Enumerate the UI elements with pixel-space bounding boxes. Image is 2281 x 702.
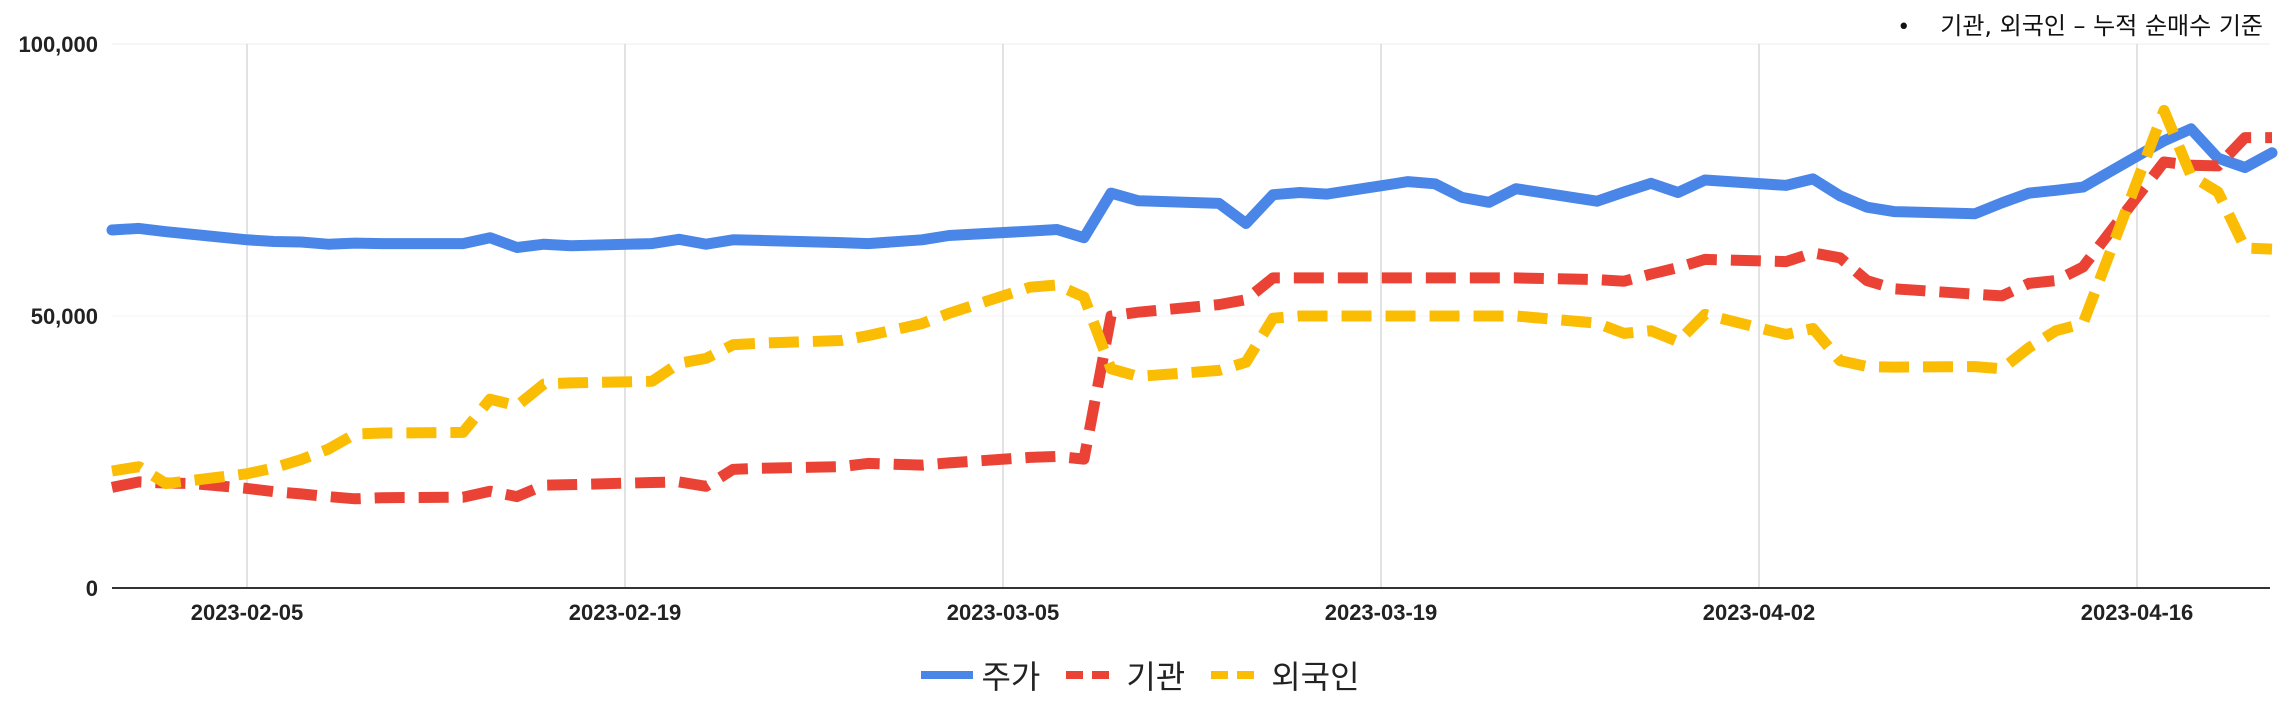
legend-label-institution: 기관 (1126, 658, 1186, 696)
y-axis-ticks: 0 50,000 100,000 (18, 32, 98, 601)
gridlines (112, 43, 2270, 588)
legend-swatch-foreign (1211, 671, 1264, 679)
legend-swatch-institution (1066, 671, 1119, 679)
note-text: 기관, 외국인 – 누적 순매수 기준 (1940, 12, 2263, 40)
x-tick-label: 2023-04-16 (2081, 600, 2194, 625)
y-tick-label: 100,000 (18, 32, 98, 57)
series-line-price (106, 123, 2278, 253)
legend-swatch-price (921, 671, 974, 679)
legend-item-foreign[interactable]: 외국인 (1211, 652, 1360, 698)
y-tick-label: 0 (86, 576, 98, 601)
legend-item-institution[interactable]: 기관 (1066, 652, 1185, 698)
series-lines (106, 104, 2278, 505)
x-tick-label: 2023-02-19 (569, 600, 682, 625)
legend-label-foreign: 외국인 (1271, 658, 1360, 696)
series-line-institution (110, 132, 2272, 505)
legend-item-price[interactable]: 주가 (921, 652, 1040, 698)
y-tick-label: 50,000 (31, 304, 98, 329)
x-axis-ticks: 2023-02-05 2023-02-19 2023-03-05 2023-03-19… (191, 600, 2194, 625)
x-tick-label: 2023-02-05 (191, 600, 304, 625)
chart-note: • 기관, 외국인 – 누적 순매수 기준 (1897, 6, 2263, 41)
chart-legend: 주가 기관 외국인 (0, 652, 2281, 698)
x-tick-label: 2023-03-05 (947, 600, 1060, 625)
legend-label-price: 주가 (981, 658, 1041, 696)
note-bullet: • (1897, 15, 1911, 40)
x-tick-label: 2023-04-02 (1703, 600, 1816, 625)
series-line-foreign (111, 104, 2273, 490)
x-tick-label: 2023-03-19 (1325, 600, 1438, 625)
